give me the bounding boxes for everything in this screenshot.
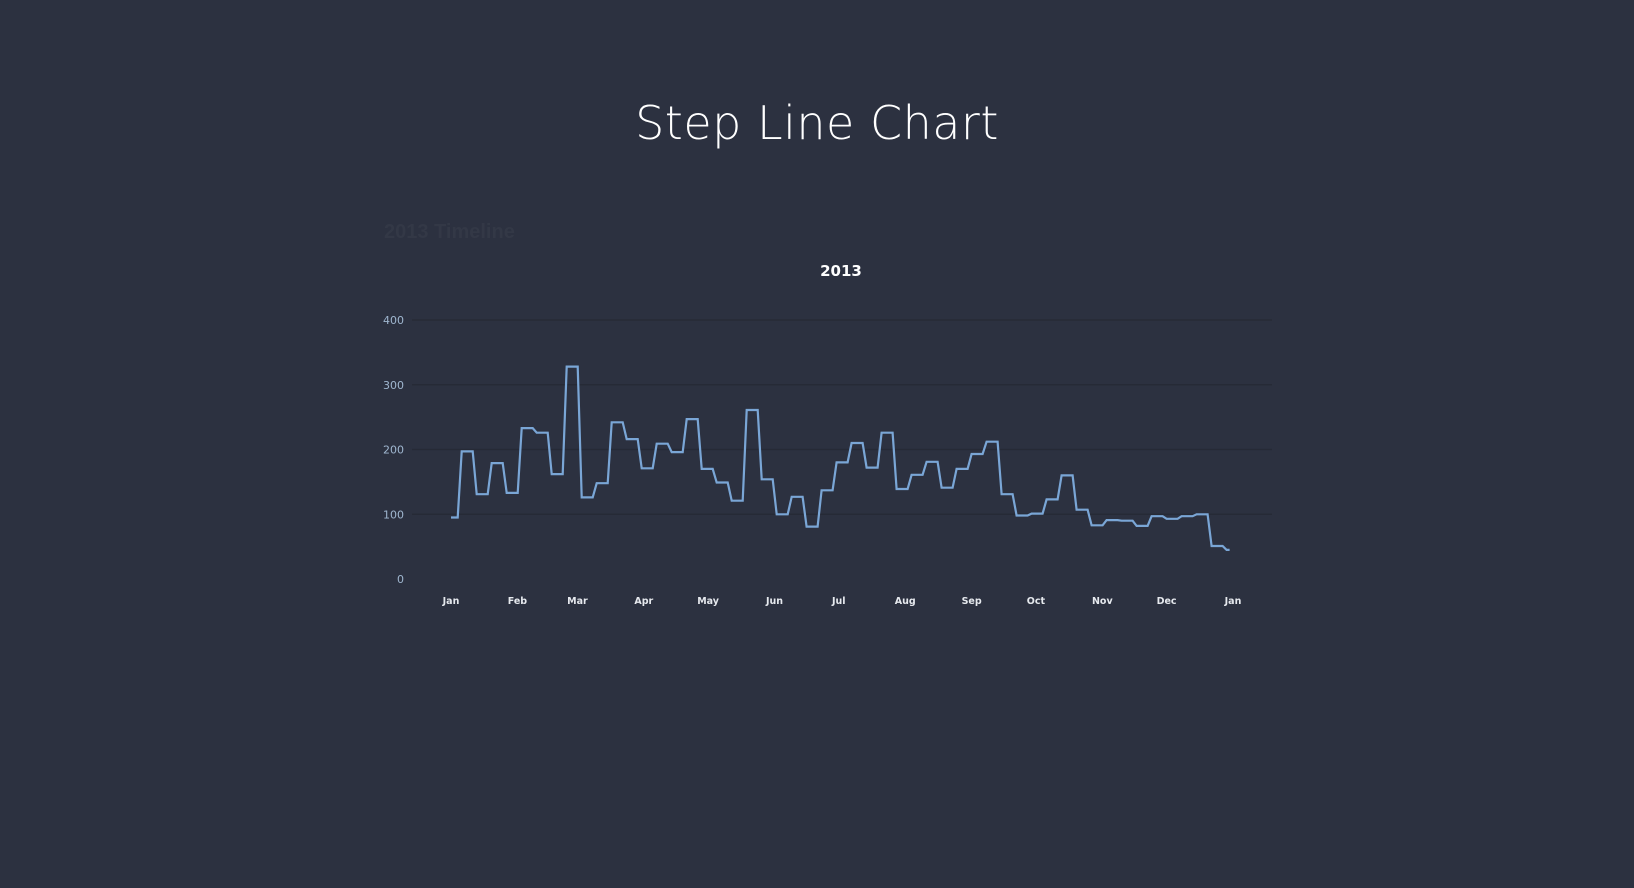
data-point[interactable] — [969, 451, 975, 457]
data-point[interactable] — [849, 440, 855, 446]
data-point[interactable] — [549, 471, 555, 477]
y-tick-label: 300 — [383, 379, 404, 392]
y-tick-label: 0 — [397, 573, 404, 586]
data-point[interactable] — [609, 419, 615, 425]
data-point[interactable] — [699, 466, 705, 472]
data-point[interactable] — [1014, 513, 1020, 519]
x-tick-label: Feb — [508, 596, 528, 607]
x-tick-label: Oct — [1027, 596, 1046, 607]
data-point[interactable] — [564, 364, 570, 370]
data-point[interactable] — [669, 449, 675, 455]
data-point[interactable] — [639, 465, 645, 471]
y-tick-label: 100 — [383, 508, 404, 521]
y-tick-label: 400 — [383, 314, 404, 327]
data-point[interactable] — [1179, 513, 1185, 519]
x-tick-label: Jan — [442, 596, 460, 607]
x-tick-label: Jan — [1224, 596, 1242, 607]
data-point[interactable] — [1089, 522, 1095, 528]
x-tick-label: Nov — [1092, 596, 1113, 607]
data-point[interactable] — [804, 524, 810, 530]
data-point[interactable] — [448, 514, 454, 520]
x-tick-label: Aug — [895, 596, 916, 607]
data-point[interactable] — [1164, 516, 1170, 522]
data-point[interactable] — [729, 498, 735, 504]
data-point[interactable] — [1209, 543, 1215, 549]
data-point[interactable] — [519, 425, 525, 431]
data-point[interactable] — [534, 430, 540, 436]
data-point[interactable] — [714, 480, 720, 486]
chart-title: 2013 — [820, 262, 862, 280]
data-point[interactable] — [1194, 511, 1200, 517]
sheet-name: 2013 Timeline — [384, 221, 515, 243]
data-point[interactable] — [579, 494, 585, 500]
data-point[interactable] — [819, 487, 825, 493]
data-point[interactable] — [459, 448, 465, 454]
data-point[interactable] — [1044, 496, 1050, 502]
data-point[interactable] — [909, 472, 915, 478]
data-point[interactable] — [684, 416, 690, 422]
data-point[interactable] — [654, 441, 660, 447]
data-point[interactable] — [594, 480, 600, 486]
data-point[interactable] — [999, 491, 1005, 497]
data-point[interactable] — [1224, 547, 1230, 553]
data-point[interactable] — [1029, 511, 1035, 517]
x-tick-label: Sep — [962, 596, 982, 607]
x-tick-label: Mar — [567, 596, 588, 607]
data-point[interactable] — [879, 430, 885, 436]
page-title: Step Line Chart — [635, 96, 999, 150]
data-point[interactable] — [894, 486, 900, 492]
data-point[interactable] — [1059, 472, 1065, 478]
data-point[interactable] — [1119, 518, 1125, 524]
x-tick-label: Jul — [831, 596, 846, 607]
x-tick-label: Jun — [765, 596, 783, 607]
data-point[interactable] — [624, 436, 630, 442]
data-point[interactable] — [774, 511, 780, 517]
data-point[interactable] — [1134, 523, 1140, 529]
y-axis: 0 100 200 300 400 — [383, 314, 404, 586]
data-point[interactable] — [759, 476, 765, 482]
data-point[interactable] — [1149, 513, 1155, 519]
series-line-0[interactable] — [451, 365, 1230, 551]
data-point[interactable] — [939, 485, 945, 491]
data-point[interactable] — [954, 466, 960, 472]
data-point[interactable] — [474, 491, 480, 497]
data-point[interactable] — [1104, 517, 1110, 523]
data-point[interactable] — [834, 459, 840, 465]
data-point[interactable] — [924, 459, 930, 465]
data-point[interactable] — [489, 460, 495, 466]
x-tick-label: May — [697, 596, 720, 607]
x-tick-label: Apr — [634, 596, 653, 607]
x-tick-label: Dec — [1157, 596, 1177, 607]
data-point[interactable] — [864, 465, 870, 471]
data-point[interactable] — [789, 494, 795, 500]
grid-layer — [412, 319, 1272, 515]
data-point[interactable] — [744, 407, 750, 413]
y-tick-label: 200 — [383, 444, 404, 457]
data-point[interactable] — [1074, 507, 1080, 513]
x-axis: Jan Feb Mar Apr May Jun Jul Aug Sep Oct Nov Dec Jan — [442, 596, 1242, 607]
data-point[interactable] — [504, 490, 510, 496]
series-layer[interactable] — [448, 364, 1230, 553]
data-point[interactable] — [984, 439, 990, 445]
